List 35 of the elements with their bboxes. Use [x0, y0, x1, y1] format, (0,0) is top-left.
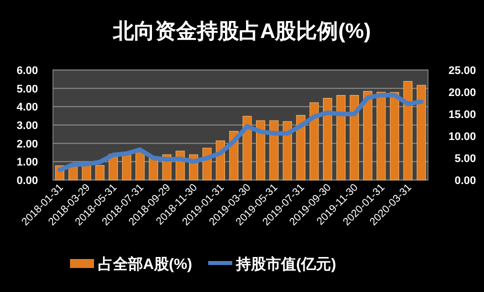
bar — [242, 116, 252, 180]
bar — [82, 165, 92, 180]
bar — [282, 121, 292, 180]
y-tick-label: 3.00 — [16, 120, 38, 132]
bar — [416, 84, 426, 180]
y2-tick-label: 10.00 — [448, 131, 476, 143]
bar — [322, 98, 332, 180]
legend-label: 占全部A股(%) — [98, 255, 192, 273]
y2-tick-label: 5.00 — [454, 153, 476, 165]
bar — [390, 92, 400, 180]
y-tick-label: 2.00 — [16, 138, 38, 150]
y2-tick-label: 0.00 — [454, 175, 476, 187]
y-tick-label: 1.00 — [16, 156, 38, 169]
y2-tick-label: 20.00 — [448, 87, 476, 99]
y2-tick-label: 15.00 — [448, 109, 476, 121]
y-tick-label: 0.00 — [16, 175, 38, 187]
bar — [336, 95, 346, 180]
legend-label: 持股市值(亿元) — [235, 255, 336, 273]
y-tick-label: 6.00 — [16, 65, 38, 77]
bar — [148, 158, 158, 180]
bar — [95, 165, 104, 180]
bar — [350, 95, 359, 180]
bar — [363, 90, 372, 180]
bar — [403, 81, 412, 180]
bar — [310, 102, 319, 180]
line-series — [57, 92, 424, 172]
chart-title: 北向资金持股占A股比例(%) — [112, 20, 371, 43]
bar — [135, 151, 145, 180]
bar — [256, 120, 266, 180]
y-tick-label: 4.00 — [16, 102, 38, 114]
bar — [269, 120, 279, 180]
y-tick-label: 5.00 — [16, 83, 38, 96]
bar — [376, 92, 386, 180]
bar — [296, 114, 306, 180]
y2-tick-label: 25.00 — [448, 65, 476, 77]
